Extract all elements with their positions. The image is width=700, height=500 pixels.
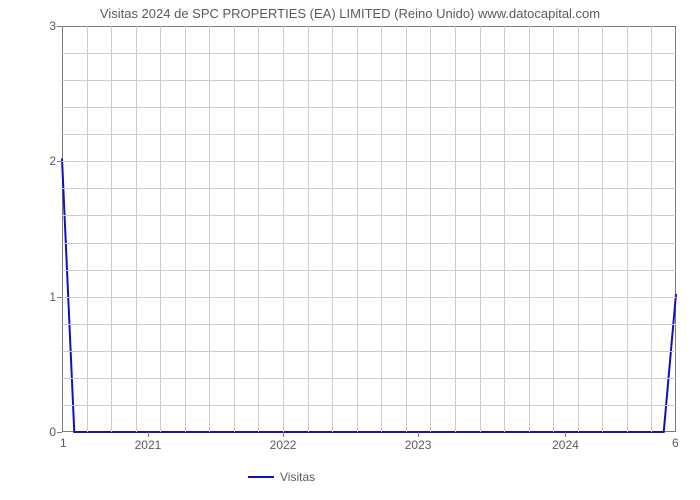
x-tick-mark <box>418 432 419 437</box>
grid-v <box>504 26 505 432</box>
extra-label-bottom-right: 6 <box>672 436 679 450</box>
x-tick-mark <box>148 432 149 437</box>
grid-h <box>62 188 676 189</box>
grid-v <box>455 26 456 432</box>
grid-v <box>406 26 407 432</box>
grid-v <box>332 26 333 432</box>
grid-h <box>62 107 676 108</box>
grid-h <box>62 53 676 54</box>
grid-v <box>234 26 235 432</box>
grid-v <box>87 26 88 432</box>
grid-h <box>62 80 676 81</box>
grid-v <box>553 26 554 432</box>
chart-title: Visitas 2024 de SPC PROPERTIES (EA) LIMI… <box>0 6 700 21</box>
grid-h <box>62 405 676 406</box>
grid-h <box>62 215 676 216</box>
y-tick-mark <box>57 26 62 27</box>
y-tick-mark <box>57 161 62 162</box>
grid-v <box>258 26 259 432</box>
grid-v <box>185 26 186 432</box>
grid-v <box>480 26 481 432</box>
y-tick-mark <box>57 432 62 433</box>
grid-v <box>111 26 112 432</box>
grid-h <box>62 161 676 162</box>
grid-h <box>62 351 676 352</box>
grid-v <box>308 26 309 432</box>
legend-swatch <box>248 476 274 478</box>
grid-v <box>430 26 431 432</box>
y-tick-mark <box>57 297 62 298</box>
legend-label: Visitas <box>280 470 315 484</box>
grid-v <box>627 26 628 432</box>
grid-v <box>283 26 284 432</box>
grid-v <box>357 26 358 432</box>
grid-v <box>160 26 161 432</box>
series-line <box>62 26 676 432</box>
grid-h <box>62 297 676 298</box>
legend: Visitas <box>248 470 315 484</box>
grid-v <box>381 26 382 432</box>
grid-v <box>578 26 579 432</box>
grid-v <box>651 26 652 432</box>
grid-v <box>529 26 530 432</box>
x-tick-mark <box>283 432 284 437</box>
plot-area-container: 1 6 01232021202220232024 <box>62 26 676 432</box>
grid-v <box>136 26 137 432</box>
x-tick-mark <box>565 432 566 437</box>
grid-h <box>62 378 676 379</box>
grid-v <box>209 26 210 432</box>
grid-h <box>62 134 676 135</box>
grid-h <box>62 324 676 325</box>
grid-h <box>62 270 676 271</box>
grid-v <box>602 26 603 432</box>
grid-h <box>62 243 676 244</box>
